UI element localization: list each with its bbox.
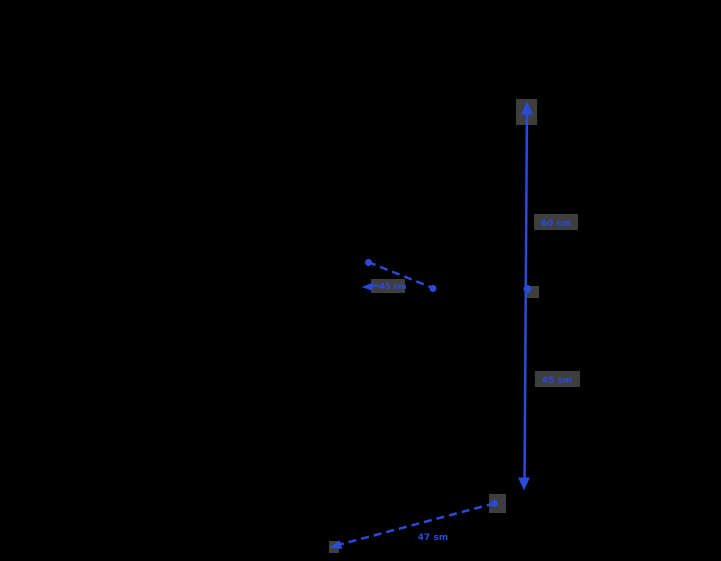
vertical-arrow-shaft[interactable] <box>523 105 529 487</box>
bottom-line-label[interactable]: 47 sm <box>418 533 448 543</box>
arrowhead-up-icon <box>521 101 533 115</box>
arrowhead-down-icon <box>518 477 530 491</box>
middle-segment-label[interactable]: 45 sm <box>379 282 406 291</box>
endpoint-dot-icon[interactable] <box>491 500 498 507</box>
endpoint-dot-icon[interactable] <box>429 285 437 292</box>
arrowhead-left-icon <box>361 282 373 291</box>
bottom-segment-label-chip <box>535 371 580 387</box>
arrowhead-down-left-icon <box>329 540 343 549</box>
midpoint-dot-icon[interactable] <box>523 285 532 293</box>
middle-segment-line[interactable] <box>367 260 434 290</box>
top-segment-label-chip <box>534 214 578 230</box>
bottom-line[interactable] <box>335 502 495 547</box>
bottom-measure-line[interactable]: 47 sm <box>329 494 506 553</box>
middle-label-chip <box>371 279 405 293</box>
endpoint-dot-icon[interactable] <box>365 259 372 266</box>
vertical-measure-arrow[interactable]: 60 sm 45 sm <box>516 99 580 491</box>
middle-measure-segment[interactable]: 45 sm <box>361 259 437 293</box>
top-segment-label[interactable]: 60 sm <box>541 219 571 229</box>
bottom-segment-label[interactable]: 45 sm <box>542 376 572 386</box>
